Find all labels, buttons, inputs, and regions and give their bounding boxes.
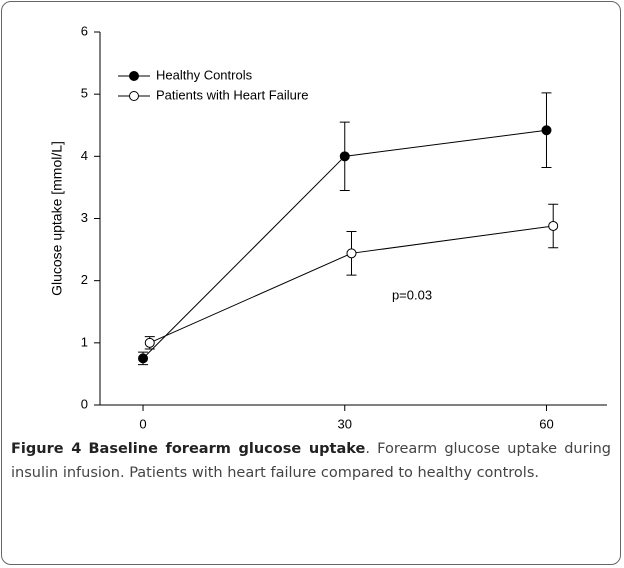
x-tick-label: 0	[139, 416, 146, 430]
point	[548, 220, 559, 231]
x-tick-label: 60	[539, 416, 553, 430]
legend-label: Patients with Heart Failure	[156, 87, 308, 102]
y-tick-label: 0	[81, 396, 88, 411]
point	[541, 125, 552, 136]
point	[138, 353, 149, 364]
y-tick-label: 1	[81, 334, 88, 349]
point	[346, 248, 357, 259]
x-tick-label: 30	[338, 416, 352, 430]
caption-label: Figure 4	[11, 441, 82, 457]
point	[144, 337, 155, 348]
caption: Figure 4 Baseline forearm glucose uptake…	[11, 437, 611, 485]
point	[339, 151, 350, 162]
chart: 012345603060Time [minutes]Glucose uptake…	[49, 23, 607, 430]
legend-marker	[129, 71, 139, 81]
y-axis-label: Glucose uptake [mmol/L]	[49, 141, 65, 296]
caption-body: . Forearm glucose uptake during insulin …	[11, 441, 612, 481]
y-tick-label: 3	[81, 210, 88, 225]
caption-title: Baseline forearm glucose uptake	[88, 441, 366, 457]
legend-label: Healthy Controls	[156, 67, 253, 82]
annotation: p=0.03	[392, 288, 432, 303]
y-tick-label: 4	[81, 148, 88, 163]
y-tick-label: 6	[81, 23, 88, 38]
legend-marker	[129, 91, 139, 101]
y-tick-label: 5	[81, 86, 88, 101]
y-tick-label: 2	[81, 272, 88, 287]
